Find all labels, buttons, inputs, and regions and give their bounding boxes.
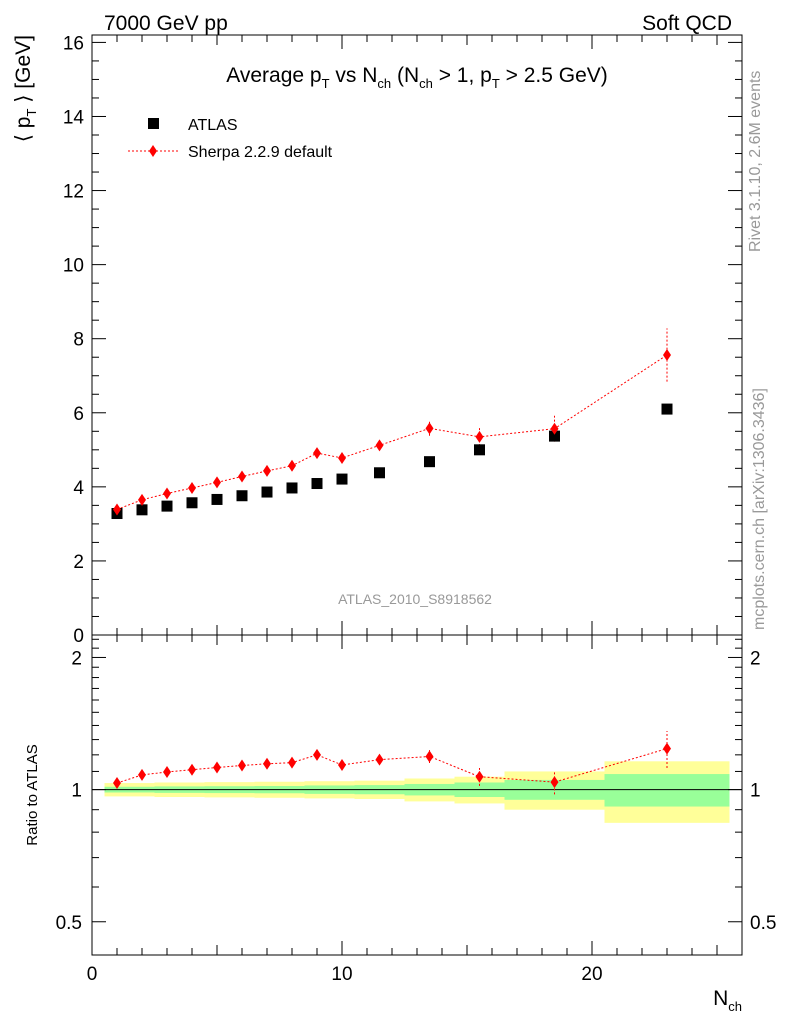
sherpa-ratio-point — [550, 776, 559, 789]
atlas-point — [236, 490, 248, 502]
ratio-y-tick-label-left: 1 — [71, 781, 82, 802]
atlas-point — [549, 430, 560, 442]
atlas-point — [286, 482, 298, 494]
atlas-point — [424, 456, 435, 468]
sherpa-ratio-point — [188, 763, 196, 776]
sherpa-point — [138, 493, 146, 506]
main-panel: 0 2 4 6 8 10 12 14 16 Average pT vs Nch (Nch > 1,… — [12, 33, 743, 647]
x-tick-label: 20 — [581, 964, 602, 985]
ratio-y-tick-label-left: 2 — [71, 648, 82, 669]
y-tick-label: 12 — [63, 182, 84, 203]
atlas-point — [474, 444, 485, 456]
header-left: 7000 GeV pp — [104, 12, 228, 35]
sherpa-ratio-point — [113, 777, 121, 790]
atlas-point — [136, 504, 148, 516]
legend-label-sherpa: Sherpa 2.2.9 default — [188, 144, 333, 161]
x-tick-label: 10 — [331, 964, 352, 985]
x-axis-label: Nch — [713, 987, 742, 1014]
sherpa-point — [113, 503, 121, 516]
x-tick-label: 0 — [87, 964, 98, 985]
atlas-point — [661, 403, 673, 415]
sherpa-point — [375, 439, 384, 452]
sherpa-ratio-point — [338, 758, 346, 771]
sherpa-ratio-point — [475, 770, 484, 783]
sherpa-ratio-point — [425, 750, 434, 763]
sherpa-point — [263, 464, 271, 477]
atlas-point — [186, 497, 198, 509]
sherpa-ratio-point — [375, 753, 384, 766]
ratio-y-tick-label-left: 0.5 — [56, 913, 82, 934]
legend-marker-sherpa — [149, 145, 157, 157]
sherpa-point — [338, 451, 346, 464]
sherpa-point — [288, 459, 296, 472]
mcplots-label: mcplots.cern.ch [arXiv:1306.3436] — [751, 388, 768, 630]
y-tick-label: 8 — [73, 330, 84, 351]
sherpa-point — [550, 422, 559, 435]
y-tick-label: 6 — [73, 404, 84, 425]
sherpa-ratio-point — [213, 761, 221, 774]
y-axis-label: ⟨ pT ⟩ [GeV] — [12, 35, 39, 142]
y-tick-label: 0 — [73, 626, 84, 647]
legend-label-atlas: ATLAS — [188, 117, 238, 134]
atlas-point — [336, 473, 348, 485]
rivet-label: Rivet 3.1.10, 2.6M events — [747, 71, 764, 252]
atlas-point — [261, 486, 273, 498]
y-tick-label: 10 — [63, 256, 84, 277]
header-right: Soft QCD — [642, 12, 732, 35]
sherpa-point — [213, 476, 221, 489]
sherpa-ratio-point — [313, 748, 321, 761]
sherpa-point — [663, 349, 671, 361]
sherpa-point — [163, 487, 171, 500]
atlas-point — [211, 493, 223, 505]
atlas-point — [311, 478, 323, 490]
atlas-point — [161, 500, 173, 512]
analysis-label: ATLAS_2010_S8918562 — [338, 591, 492, 607]
sherpa-ratio-point — [663, 742, 671, 755]
atlas-point — [374, 467, 385, 479]
sherpa-ratio-point — [238, 759, 246, 772]
ratio-y-tick-label-right: 0.5 — [750, 913, 776, 934]
y-tick-label: 4 — [73, 478, 84, 499]
ratio-y-axis-label: Ratio to ATLAS — [24, 744, 41, 845]
ratio-y-tick-label-right: 1 — [750, 781, 761, 802]
sherpa-ratio-point — [263, 757, 271, 770]
ratio-y-tick-label-right: 2 — [750, 648, 761, 669]
y-tick-label: 16 — [63, 33, 84, 54]
y-tick-label: 2 — [73, 552, 84, 573]
uncertainty-band-inner — [604, 774, 730, 807]
sherpa-point — [188, 481, 196, 494]
y-tick-label: 14 — [63, 107, 85, 128]
sherpa-point — [238, 470, 246, 483]
chart-title: Average pT vs Nch (Nch > 1, pT > 2.5 GeV… — [226, 64, 608, 91]
sherpa-point — [475, 430, 484, 443]
sherpa-point — [313, 447, 321, 460]
sherpa-ratio-point — [163, 765, 171, 778]
sherpa-line — [116, 354, 668, 510]
sherpa-ratio-point — [138, 768, 146, 781]
sherpa-point — [425, 422, 434, 435]
sherpa-ratio-point — [288, 756, 296, 769]
legend-marker-atlas — [148, 118, 159, 129]
